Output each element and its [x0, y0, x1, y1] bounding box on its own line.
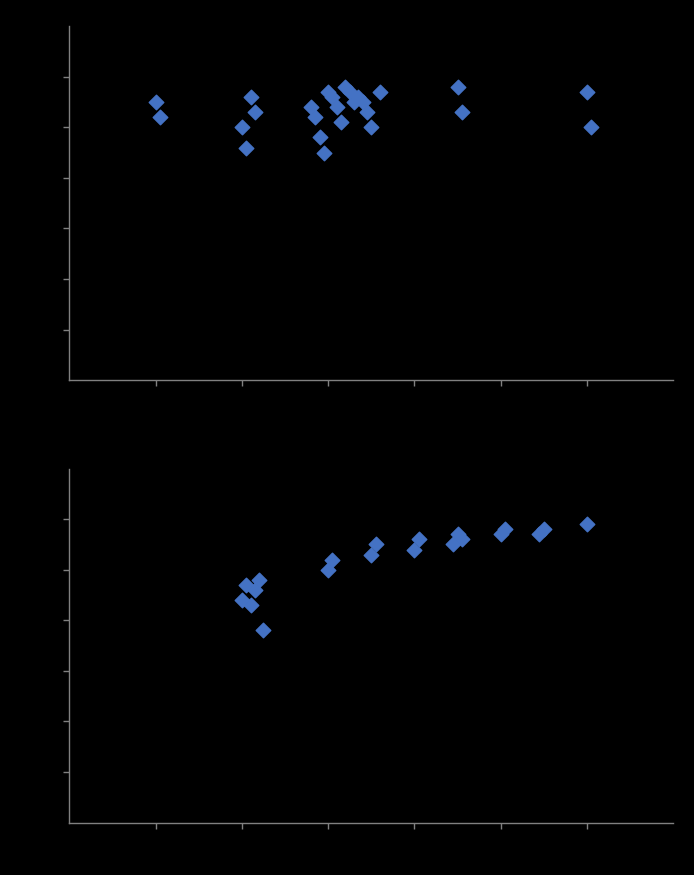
Point	[154, 110, 165, 124]
Point	[314, 130, 325, 144]
Point	[374, 85, 385, 99]
Point	[336, 116, 347, 130]
Point	[582, 517, 593, 531]
Point	[370, 537, 381, 551]
Point	[413, 532, 424, 546]
Point	[241, 578, 252, 592]
Point	[366, 548, 377, 562]
Point	[452, 528, 463, 542]
Point	[327, 553, 338, 567]
Point	[305, 100, 316, 114]
Point	[323, 85, 334, 99]
Point	[249, 105, 260, 119]
Point	[319, 145, 330, 159]
Point	[310, 110, 321, 124]
Point	[456, 532, 467, 546]
Point	[258, 623, 269, 637]
Point	[237, 121, 248, 135]
Point	[331, 100, 342, 114]
Point	[586, 121, 597, 135]
Point	[245, 90, 256, 104]
Point	[582, 85, 593, 99]
Point	[245, 598, 256, 612]
Point	[237, 593, 248, 607]
Point	[353, 90, 364, 104]
Point	[357, 95, 369, 109]
Point	[340, 80, 351, 94]
Point	[500, 522, 511, 536]
Point	[253, 573, 264, 587]
Point	[366, 121, 377, 135]
Point	[448, 537, 459, 551]
Point	[241, 141, 252, 155]
Point	[150, 95, 161, 109]
Point	[344, 85, 355, 99]
Point	[348, 95, 359, 109]
Point	[327, 90, 338, 104]
Point	[495, 528, 506, 542]
Point	[409, 542, 420, 556]
Point	[362, 105, 373, 119]
Point	[249, 583, 260, 597]
Point	[539, 522, 550, 536]
Point	[534, 528, 545, 542]
Point	[323, 563, 334, 577]
Point	[456, 105, 467, 119]
Point	[452, 80, 463, 94]
